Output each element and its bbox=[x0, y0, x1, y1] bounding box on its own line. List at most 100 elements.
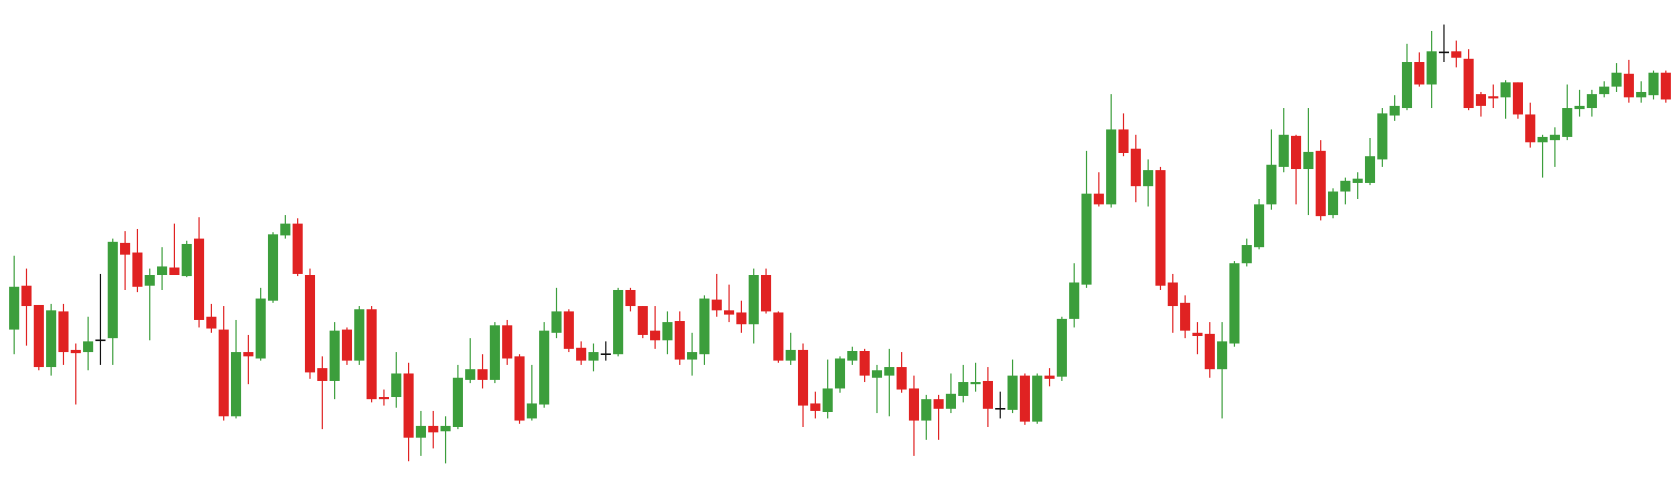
candle-body bbox=[9, 286, 20, 330]
candle-body bbox=[1254, 204, 1265, 248]
candle-body bbox=[1056, 318, 1067, 377]
candle-body bbox=[304, 275, 316, 373]
candle-body bbox=[1611, 72, 1622, 87]
candle-body bbox=[317, 368, 328, 381]
candle-body bbox=[502, 325, 513, 359]
candle-body bbox=[1155, 170, 1166, 286]
candle-body bbox=[292, 223, 303, 274]
candle-body bbox=[144, 275, 155, 286]
candle-body bbox=[1586, 94, 1597, 109]
candle-body bbox=[1401, 62, 1413, 109]
candle-body bbox=[1192, 332, 1203, 337]
candle-body bbox=[46, 310, 57, 368]
candle-body bbox=[748, 275, 759, 325]
candle-body bbox=[107, 241, 118, 339]
candle-body bbox=[1389, 105, 1400, 116]
candle-body bbox=[563, 311, 574, 349]
candle-body bbox=[674, 321, 685, 360]
candle-body bbox=[1180, 302, 1191, 331]
candle-body bbox=[415, 425, 426, 438]
candle-body bbox=[1069, 282, 1080, 319]
candle-body bbox=[1660, 72, 1671, 100]
candle-body bbox=[1352, 178, 1363, 183]
candle-body bbox=[1377, 113, 1388, 160]
candle-body bbox=[1512, 82, 1523, 115]
candle-body bbox=[169, 267, 180, 276]
candle-body bbox=[1599, 86, 1610, 95]
candle-body bbox=[1364, 156, 1376, 183]
candle-body bbox=[970, 382, 981, 385]
candle-body bbox=[637, 306, 648, 335]
candle-body bbox=[33, 304, 44, 368]
candle-body bbox=[1167, 282, 1178, 307]
candle-body bbox=[1044, 375, 1055, 379]
candle-body bbox=[1340, 180, 1351, 192]
candle-body bbox=[1217, 341, 1228, 370]
candle-body bbox=[551, 311, 562, 333]
candle-body bbox=[921, 399, 932, 421]
candle-body bbox=[1562, 108, 1573, 137]
candle-body bbox=[539, 330, 550, 405]
candle-body bbox=[70, 349, 81, 354]
candle-body bbox=[230, 352, 242, 417]
candle-body bbox=[588, 352, 599, 361]
candle-body bbox=[181, 243, 192, 277]
candle-body bbox=[724, 310, 735, 315]
candle-body bbox=[526, 403, 537, 419]
candle-body bbox=[699, 298, 710, 355]
candle-body bbox=[1118, 129, 1129, 153]
candle-body bbox=[157, 266, 168, 276]
candle-body bbox=[1266, 164, 1277, 205]
candle-body bbox=[255, 298, 266, 359]
candle-body bbox=[711, 299, 722, 311]
candle-body bbox=[1315, 150, 1326, 217]
candle-body bbox=[1525, 114, 1536, 143]
candle-body bbox=[1229, 263, 1240, 344]
candle-body bbox=[1426, 51, 1437, 85]
candle-body bbox=[280, 223, 291, 236]
candle-body bbox=[625, 289, 636, 307]
candle-body bbox=[908, 388, 920, 421]
candle-body bbox=[884, 367, 895, 376]
candle-body bbox=[489, 325, 500, 380]
candle-body bbox=[847, 350, 858, 361]
candle-body bbox=[83, 341, 94, 353]
candle-body bbox=[613, 289, 624, 355]
candle-body bbox=[896, 367, 907, 390]
candle-body bbox=[378, 397, 389, 400]
candle-body bbox=[1537, 136, 1548, 143]
candle-body bbox=[1241, 245, 1252, 264]
candle-body bbox=[650, 330, 661, 341]
candle-body bbox=[1574, 105, 1585, 110]
candle-body bbox=[662, 322, 673, 341]
candle-body bbox=[933, 399, 944, 409]
candle-body bbox=[736, 312, 747, 325]
candle-body bbox=[366, 309, 377, 400]
candle-body bbox=[773, 312, 784, 361]
candle-body bbox=[1204, 333, 1215, 370]
candle-body bbox=[329, 330, 340, 381]
candle-body bbox=[514, 356, 525, 421]
candle-body bbox=[1475, 94, 1487, 106]
candle-body bbox=[1278, 134, 1289, 167]
candle-body bbox=[120, 242, 131, 255]
candle-body bbox=[1106, 129, 1117, 205]
candle-body bbox=[341, 329, 353, 361]
candle-body bbox=[1130, 148, 1141, 187]
candle-body bbox=[982, 380, 993, 409]
candle-body bbox=[465, 369, 476, 380]
candle-body bbox=[1032, 375, 1043, 422]
candle-body bbox=[428, 425, 439, 433]
candle-body bbox=[1451, 51, 1462, 58]
candle-body bbox=[1143, 170, 1154, 187]
candle-body bbox=[1303, 151, 1314, 170]
candle-body bbox=[1549, 134, 1560, 141]
candle-body bbox=[58, 311, 69, 353]
candle-body bbox=[452, 377, 463, 427]
candle-body bbox=[1500, 82, 1511, 98]
candle-body bbox=[1007, 375, 1018, 410]
candle-body bbox=[1019, 375, 1030, 422]
candle-body bbox=[243, 352, 254, 357]
